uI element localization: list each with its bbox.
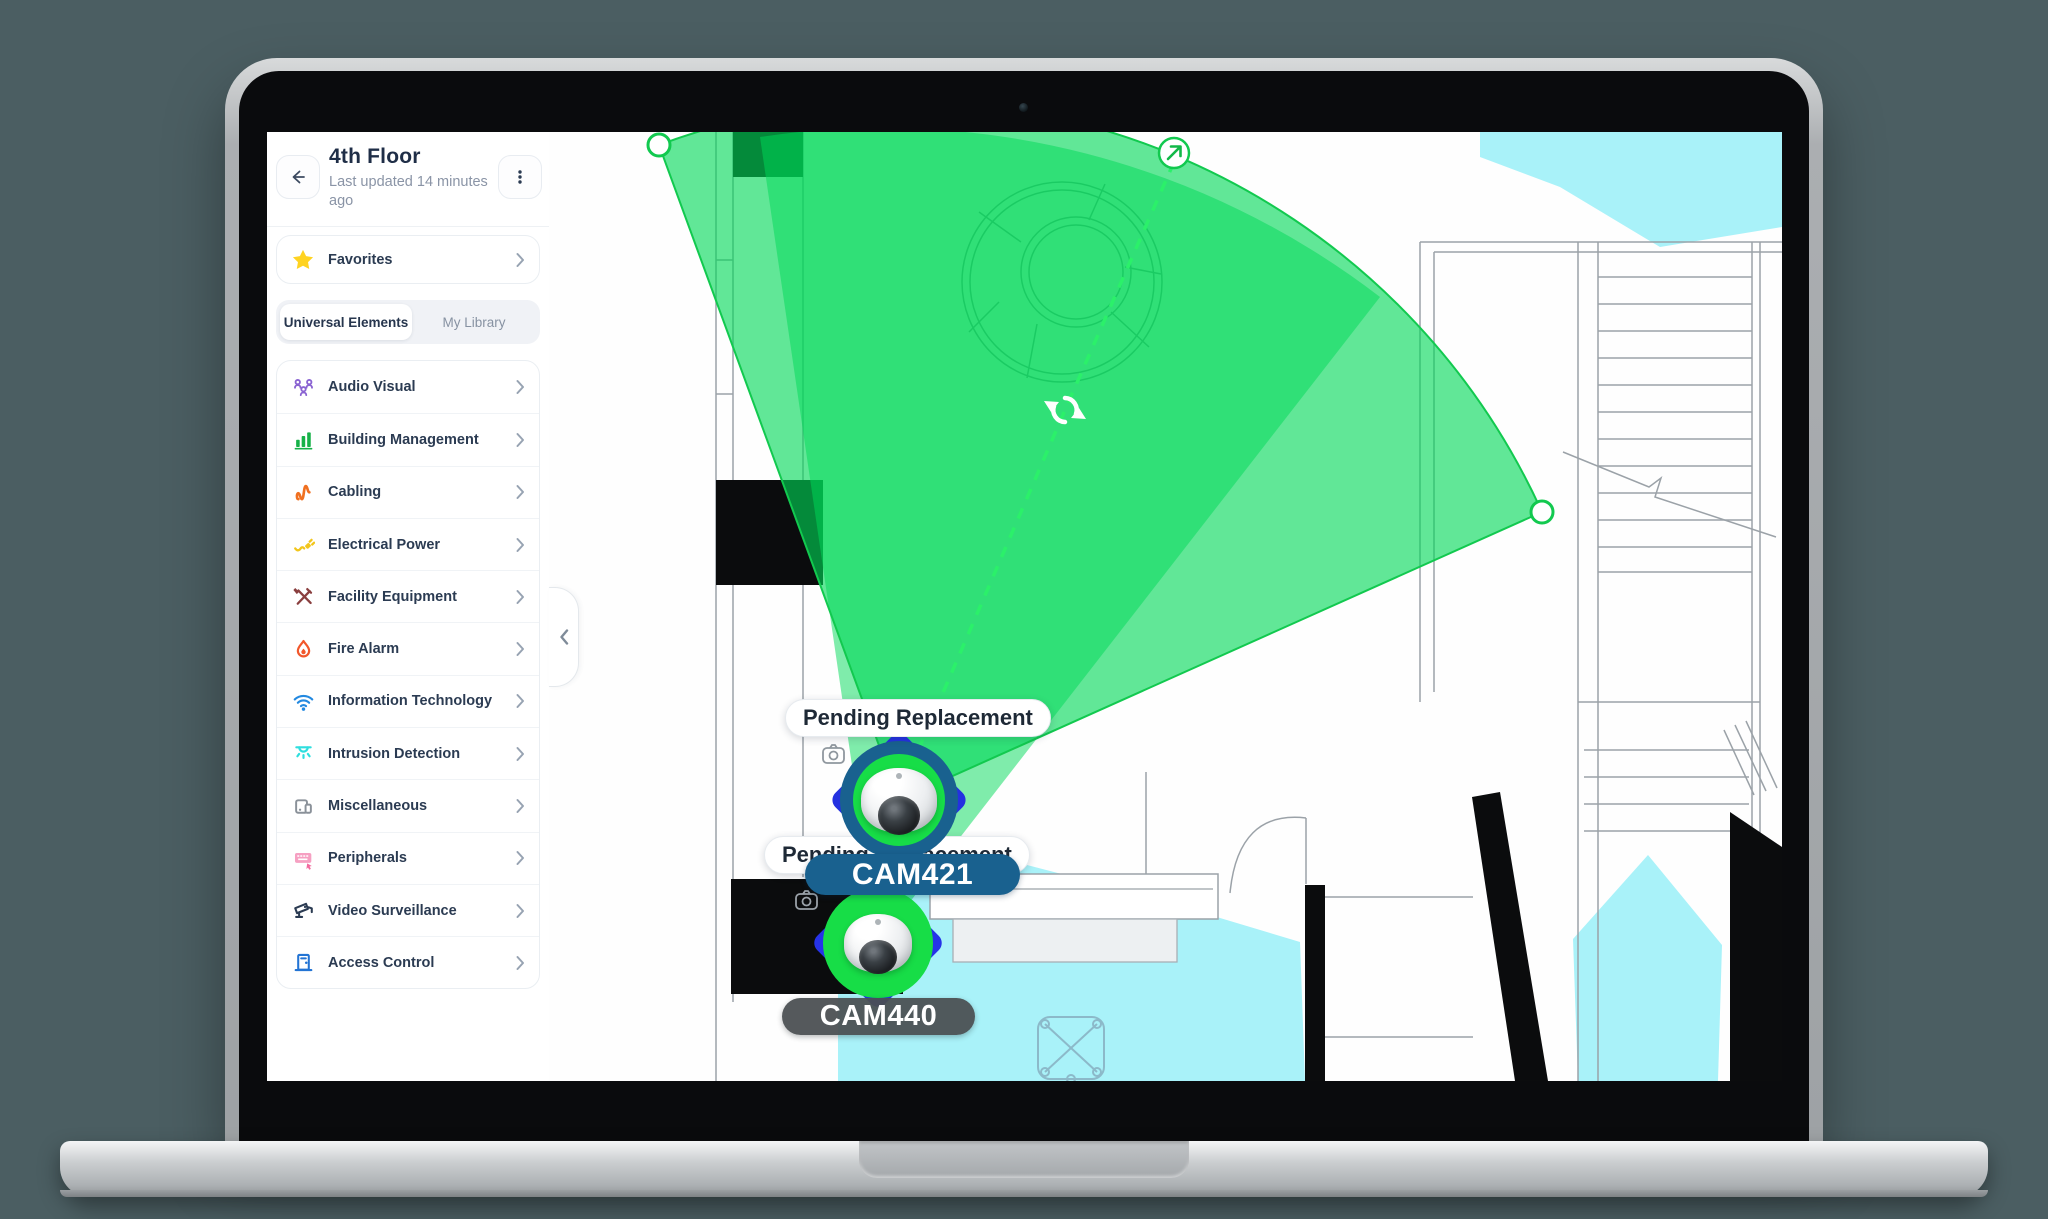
sidebar: 4th Floor Last updated 14 minutes ago Fa…: [267, 132, 550, 1081]
floorplan-drawing: [646, 132, 1782, 1081]
access-control-icon: [292, 951, 315, 974]
sidebar-item-information-technology[interactable]: Information Technology: [277, 674, 539, 727]
status-label-pending-replacement: Pending Replacement: [785, 699, 1051, 737]
intrusion-detection-icon: [292, 742, 315, 765]
chevron-right-icon: [516, 485, 524, 500]
chevron-right-icon: [516, 799, 524, 814]
fov-handle-direction-arrow: [1157, 136, 1191, 170]
fov-handle-right: [1529, 499, 1555, 525]
fov-cone-cam421: [657, 132, 1544, 802]
sidebar-item-label: Video Surveillance: [328, 902, 457, 919]
electrical-power-icon: [292, 533, 315, 556]
chevron-right-icon: [516, 746, 524, 761]
sidebar-item-video-surveillance[interactable]: Video Surveillance: [277, 883, 539, 936]
laptop-hinge-notch: [859, 1141, 1189, 1178]
camera-marker-cam421[interactable]: [840, 741, 958, 859]
tab-my-library[interactable]: My Library: [442, 314, 506, 330]
library-tabs: Universal Elements My Library: [276, 300, 540, 344]
sidebar-item-peripherals[interactable]: Peripherals: [277, 831, 539, 884]
chevron-right-icon: [516, 903, 524, 918]
dome-camera-image: [861, 768, 937, 835]
laptop-webcam: [1019, 103, 1028, 112]
sidebar-item-label: Fire Alarm: [328, 641, 400, 658]
sidebar-item-label: Electrical Power: [328, 536, 441, 553]
page-title: 4th Floor: [329, 145, 421, 168]
audio-visual-icon: [292, 376, 315, 399]
chevron-right-icon: [516, 955, 524, 970]
sidebar-item-building-management[interactable]: Building Management: [277, 413, 539, 465]
sidebar-collapse-button[interactable]: [549, 587, 579, 687]
camera-name-badge-cam421: CAM421: [805, 854, 1020, 895]
sidebar-item-intrusion-detection[interactable]: Intrusion Detection: [277, 727, 539, 779]
office-chair: [1037, 1016, 1105, 1081]
peripherals-icon: [292, 847, 315, 870]
cyan-zone-stairwell: [1573, 855, 1722, 1081]
sidebar-item-audio-visual[interactable]: Audio Visual: [277, 361, 539, 413]
favorites-item[interactable]: Favorites: [276, 235, 540, 284]
star-icon: [292, 249, 314, 269]
sidebar-item-facility-equipment[interactable]: Facility Equipment: [277, 570, 539, 622]
chevron-right-icon: [516, 537, 524, 552]
cabling-icon: [292, 481, 315, 504]
cyan-zone-top-right: [1480, 132, 1782, 247]
laptop-base: [60, 1141, 1988, 1197]
sidebar-item-label: Access Control: [328, 954, 435, 971]
sidebar-item-miscellaneous[interactable]: Miscellaneous: [277, 779, 539, 831]
chevron-right-icon: [516, 589, 524, 604]
sidebar-item-fire-alarm[interactable]: Fire Alarm: [277, 622, 539, 674]
chevron-right-icon: [516, 642, 524, 657]
sidebar-item-label: Building Management: [328, 431, 479, 448]
fov-direction-line: [899, 161, 1176, 791]
kebab-menu-icon: [518, 170, 522, 184]
floorplan-canvas[interactable]: Pending Replacement Pending Replacement …: [549, 132, 1782, 1081]
sidebar-item-cabling[interactable]: Cabling: [277, 465, 539, 518]
chevron-right-icon: [516, 252, 524, 267]
tab-universal-elements[interactable]: Universal Elements: [280, 304, 412, 340]
last-updated-text: Last updated 14 minutes ago: [329, 174, 488, 209]
sidebar-item-label: Information Technology: [328, 693, 493, 710]
app-window: 4th Floor Last updated 14 minutes ago Fa…: [267, 132, 1782, 1081]
more-options-button[interactable]: [498, 155, 542, 199]
sidebar-item-access-control[interactable]: Access Control: [277, 936, 539, 988]
camera-marker-cam440[interactable]: [823, 888, 933, 998]
sidebar-item-label: Cabling: [328, 484, 382, 501]
facility-equipment-icon: [292, 585, 315, 608]
chevron-left-icon: [559, 629, 568, 645]
desk-furniture: [929, 873, 1219, 963]
chevron-right-icon: [516, 432, 524, 447]
camera-name-badge-cam440: CAM440: [782, 998, 975, 1035]
sidebar-item-label: Facility Equipment: [328, 588, 457, 605]
miscellaneous-icon: [292, 795, 315, 818]
chevron-right-icon: [516, 694, 524, 709]
arrow-left-icon: [292, 170, 305, 184]
sidebar-header: 4th Floor Last updated 14 minutes ago: [267, 132, 549, 227]
chevron-right-icon: [516, 380, 524, 395]
element-category-list: Audio Visual Building Management: [276, 360, 540, 989]
plan-camera-icon: [822, 744, 845, 764]
dome-camera-image: [844, 914, 912, 975]
favorites-label: Favorites: [328, 251, 393, 268]
sidebar-item-label: Audio Visual: [328, 379, 416, 396]
video-surveillance-icon: [292, 899, 315, 922]
sidebar-item-label: Peripherals: [328, 850, 407, 867]
fov-handle-rotate: [1044, 395, 1086, 425]
sidebar-item-electrical-power[interactable]: Electrical Power: [277, 517, 539, 570]
fire-alarm-icon: [292, 638, 315, 661]
information-technology-icon: [292, 690, 315, 713]
laptop-screen-frame: 4th Floor Last updated 14 minutes ago Fa…: [225, 58, 1823, 1141]
building-management-icon: [292, 428, 315, 451]
chevron-right-icon: [516, 851, 524, 866]
back-button[interactable]: [276, 155, 320, 199]
sidebar-item-label: Miscellaneous: [328, 798, 428, 815]
plan-camera-icon: [795, 890, 818, 910]
fov-handle-left: [646, 132, 672, 158]
laptop-bezel: 4th Floor Last updated 14 minutes ago Fa…: [239, 71, 1809, 1141]
sidebar-item-label: Intrusion Detection: [328, 745, 461, 762]
laptop-base-edge: [60, 1190, 1988, 1197]
